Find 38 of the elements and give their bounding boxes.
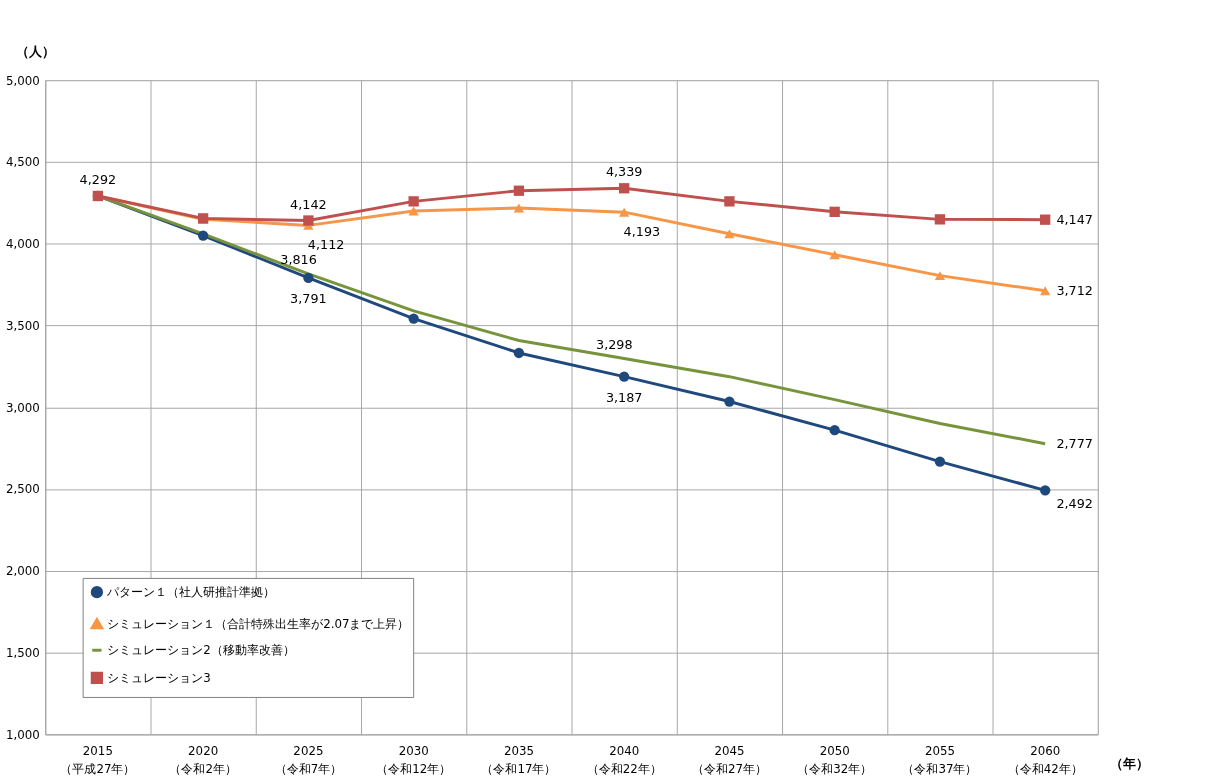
x-tick-label: 2030 （令和12年）: [376, 744, 452, 776]
x-axis-title: （年）: [1109, 755, 1149, 771]
data-label: 3,816: [280, 251, 317, 267]
data-label: 3,298: [596, 336, 633, 352]
legend-label: シミュレーション2（移動率改善）: [107, 643, 295, 658]
legend-label: パターン１（社人研推計準拠）: [106, 585, 276, 600]
x-tick-label: 2050 （令和32年）: [797, 744, 873, 776]
x-tick-label: 2055 （令和37年）: [902, 744, 978, 776]
y-tick-label: 4,500: [6, 155, 40, 170]
x-tick-label: 2035 （令和17年）: [481, 744, 557, 776]
data-label: 3,712: [1056, 282, 1093, 298]
data-label: 4,142: [290, 196, 327, 212]
data-label: 4,112: [307, 237, 345, 253]
x-tick-label: 2025 （令和7年）: [274, 744, 343, 776]
data-label: 4,147: [1056, 211, 1093, 227]
data-label: 3,187: [605, 390, 643, 406]
legend-label: シミュレーション１（合計特殊出生率が2.07まで上昇）: [107, 616, 410, 631]
data-label: 2,492: [1056, 496, 1093, 512]
x-tick-label: 2060 （令和42年）: [1007, 744, 1083, 776]
y-tick-label: 2,000: [6, 564, 40, 579]
x-tick-label: 2040 （令和22年）: [586, 744, 662, 776]
y-tick-label: 3,500: [6, 318, 40, 333]
data-label: 2,777: [1056, 435, 1093, 451]
data-label: 4,193: [623, 223, 661, 239]
y-tick-label: 5,000: [6, 73, 40, 88]
y-tick-label: 4,000: [6, 237, 40, 252]
y-tick-label: 1,500: [6, 646, 40, 660]
data-label: 3,791: [290, 291, 327, 307]
x-tick-label: 2015 （平成27年）: [60, 744, 136, 776]
y-tick-label: 2,500: [6, 482, 40, 497]
data-label: 4,339: [605, 164, 643, 180]
y-tick-label: 1,000: [6, 727, 40, 742]
y-tick-label: 3,000: [6, 400, 40, 415]
x-tick-label: 2020 （令和2年）: [169, 744, 237, 776]
y-axis-title: （人）: [16, 44, 56, 60]
x-tick-label: 2045 （令和27年）: [691, 744, 767, 776]
data-label: 4,292: [79, 172, 117, 188]
legend-label: シミュレーション3: [107, 670, 211, 685]
